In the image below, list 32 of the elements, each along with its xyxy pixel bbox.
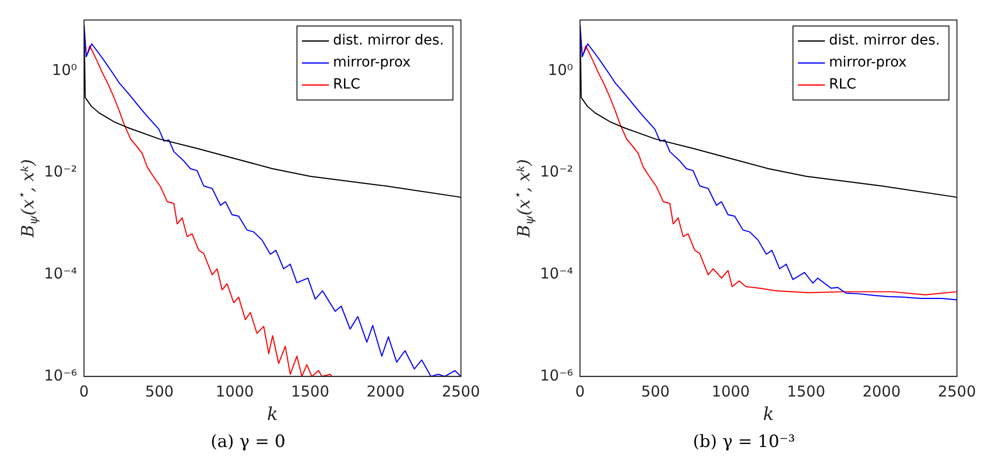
y-tick-label: 10⁻⁴ [44,264,78,282]
x-tick-label: 0 [79,382,89,400]
x-tick-label: 2000 [862,382,901,400]
y-tick-label: 10⁻² [540,162,574,181]
y-tick-label: 10⁻⁴ [540,264,574,282]
x-tick-label: 2500 [442,382,480,400]
x-tick-label: 2500 [938,382,976,400]
x-tick-label: 1000 [216,382,254,400]
text: (b) γ = 10⁻³ [692,432,796,452]
text: (a) γ = 0 [210,432,286,452]
legend-label: RLC [828,76,856,93]
legend-label: RLC [332,76,360,93]
y-tick-label: 10⁻⁶ [44,366,78,384]
y-tick-label: 10⁻² [44,162,78,181]
x-tick-label: 0 [575,382,585,400]
y-tick-label: 10⁻⁶ [540,366,574,384]
x-tick-label: 1000 [712,382,750,400]
x-axis-title: k [763,404,774,425]
legend-label: dist. mirror des. [332,32,444,49]
y-tick-label: 10⁰ [548,60,574,79]
y-tick-label: 10⁰ [52,60,78,79]
x-tick-label: 1500 [291,382,330,400]
legend-label: dist. mirror des. [828,32,940,49]
y-axis-title: Bψ(x⋆, xᵏ) [14,159,40,238]
legend-label: mirror-prox [828,54,907,71]
x-tick-label: 2000 [366,382,405,400]
x-tick-label: 1500 [787,382,826,400]
x-tick-label: 500 [641,382,670,400]
legend-label: mirror-prox [332,54,411,71]
x-tick-label: 500 [145,382,174,400]
y-axis-title: Bψ(x⋆, xᵏ) [510,159,536,238]
x-axis-title: k [267,404,278,425]
